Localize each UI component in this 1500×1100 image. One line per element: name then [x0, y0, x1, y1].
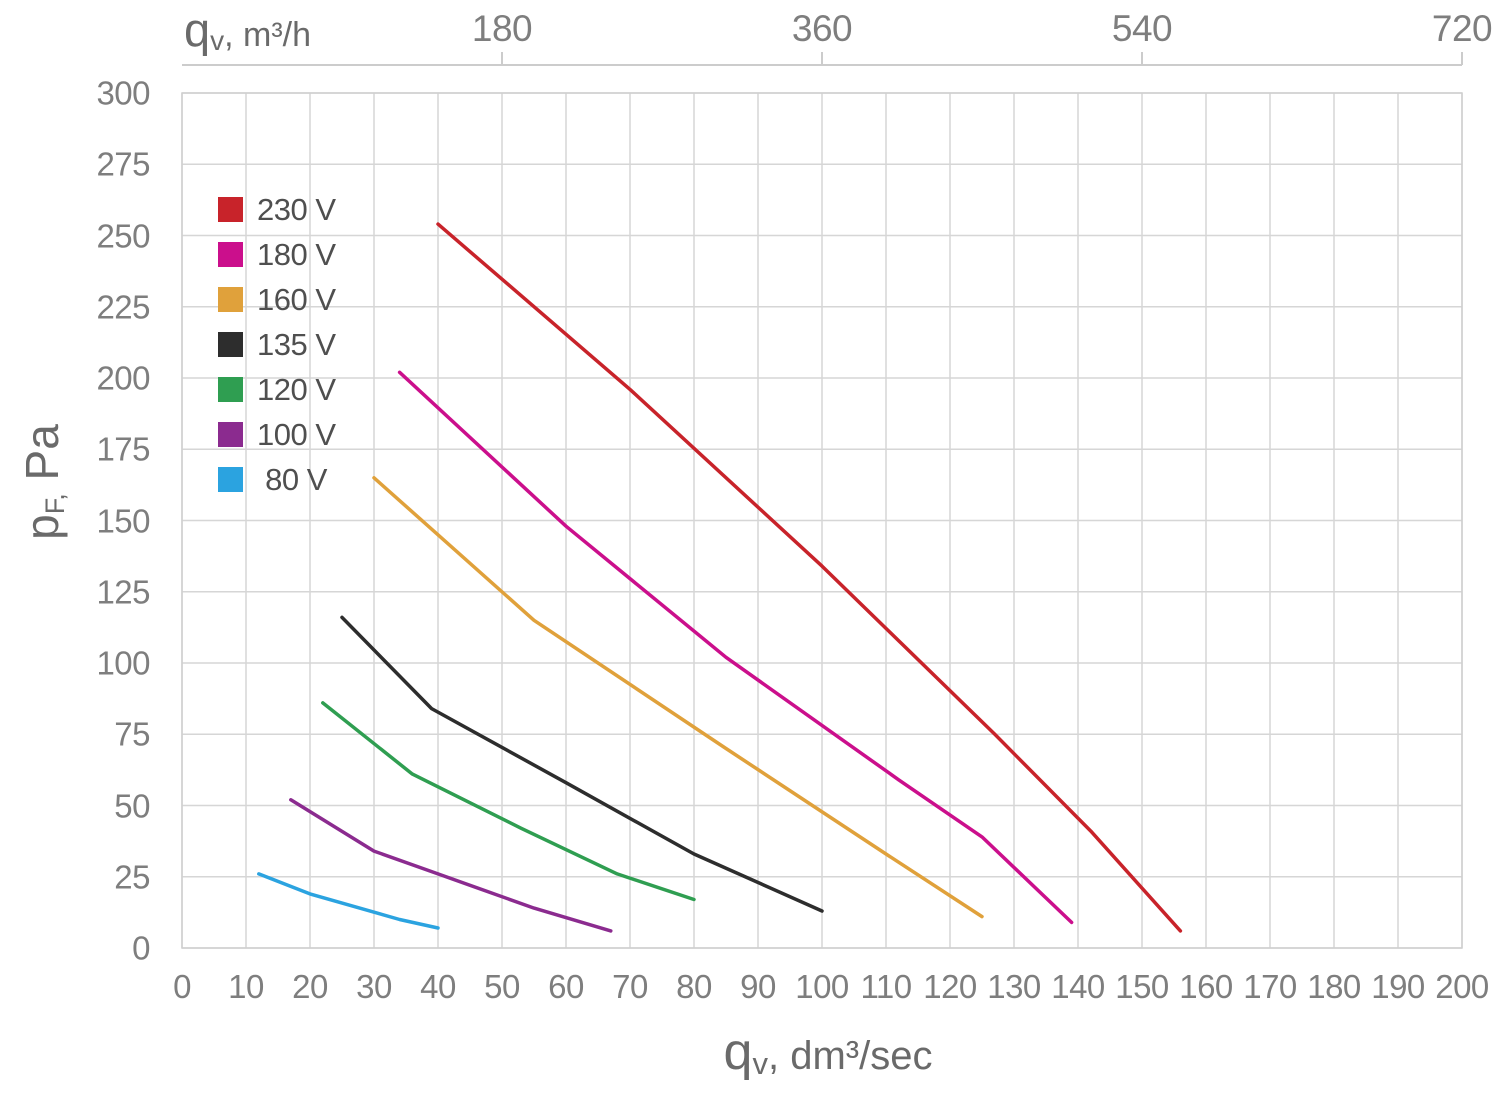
legend-item-135-V: 135 V	[218, 327, 336, 362]
x-tick-label: 10	[228, 968, 264, 1005]
legend-swatch	[218, 467, 243, 492]
legend-swatch	[218, 242, 243, 267]
legend: 230 V 180 V 160 V 135 V 120 V 100 V 80 V	[218, 192, 336, 512]
top-axis-title: qv, m³/h	[184, 3, 312, 56]
top-tick-label: 720	[1431, 8, 1493, 49]
series-line-160-V	[372, 476, 984, 919]
y-axis-title-symbol: p	[16, 514, 68, 540]
y-tick-label: 75	[114, 715, 150, 753]
x-tick-label: 150	[1115, 968, 1169, 1005]
y-tick-label: 175	[96, 430, 150, 468]
series-line-100-V	[289, 798, 613, 933]
legend-item-80-V: 80 V	[218, 462, 336, 497]
y-axis-title: pF, Pa	[16, 424, 70, 540]
legend-label: 180 V	[257, 237, 336, 272]
top-axis-title-symbol: q	[184, 3, 211, 56]
x-tick-label: 200	[1435, 968, 1489, 1005]
series-line-120-V	[321, 701, 696, 902]
series-line-80-V	[257, 872, 440, 930]
y-tick-label: 100	[96, 644, 150, 682]
x-tick-label: 90	[740, 968, 776, 1005]
x-tick-label: 180	[1307, 968, 1361, 1005]
top-tick-label: 180	[471, 8, 533, 49]
top-axis-title-subscript: v	[210, 25, 225, 56]
y-tick-label: 125	[96, 573, 150, 611]
y-axis-title-unit: Pa	[16, 424, 68, 494]
top-axis-title-unit: , m³/h	[224, 16, 312, 54]
x-tick-label: 140	[1051, 968, 1105, 1005]
series-line-135-V	[340, 615, 824, 913]
legend-label: 120 V	[257, 372, 336, 407]
x-axis-title: qv, dm³/sec	[723, 1023, 933, 1081]
legend-label: 135 V	[257, 327, 336, 362]
legend-label: 100 V	[257, 417, 336, 452]
top-tick-label: 540	[1111, 8, 1173, 49]
y-tick-label: 150	[96, 502, 150, 539]
legend-swatch	[218, 197, 243, 222]
legend-swatch	[218, 422, 243, 447]
y-tick-label: 200	[96, 359, 150, 397]
x-tick-label: 110	[860, 968, 912, 1005]
x-tick-label: 20	[292, 968, 328, 1005]
legend-label: 160 V	[257, 282, 336, 317]
series-line-180-V	[397, 370, 1074, 925]
legend-item-120-V: 120 V	[218, 372, 336, 407]
x-axis-title-unit: , dm³/sec	[767, 1034, 933, 1078]
x-tick-label: 0	[173, 968, 191, 1005]
x-tick-label: 170	[1243, 968, 1297, 1005]
legend-item-230-V: 230 V	[218, 192, 336, 227]
y-axis-title-subscript: F,	[40, 493, 70, 515]
plot-border	[181, 92, 1463, 949]
x-tick-label: 130	[987, 968, 1041, 1005]
legend-label: 80 V	[257, 462, 327, 497]
x-tick-label: 50	[484, 968, 520, 1005]
y-tick-label: 300	[96, 74, 150, 112]
x-tick-label: 40	[420, 968, 456, 1005]
x-tick-label: 60	[548, 968, 584, 1005]
legend-label: 230 V	[257, 192, 336, 227]
y-tick-label: 225	[96, 288, 150, 326]
legend-item-180-V: 180 V	[218, 237, 336, 272]
x-tick-label: 160	[1179, 968, 1233, 1005]
legend-item-100-V: 100 V	[218, 417, 336, 452]
y-tick-label: 275	[96, 145, 150, 183]
x-axis-title-symbol: q	[723, 1023, 753, 1081]
legend-swatch	[218, 332, 243, 357]
y-tick-label: 50	[114, 787, 150, 824]
legend-item-160-V: 160 V	[218, 282, 336, 317]
x-tick-label: 120	[923, 968, 977, 1005]
x-tick-label: 30	[356, 968, 392, 1005]
y-tick-label: 0	[132, 929, 150, 967]
legend-swatch	[218, 377, 243, 402]
x-tick-label: 190	[1371, 968, 1425, 1005]
x-tick-label: 100	[795, 968, 849, 1005]
y-tick-label: 250	[96, 217, 150, 254]
top-tick-label: 360	[791, 8, 853, 49]
x-axis-title-subscript: v	[752, 1046, 768, 1081]
x-tick-label: 70	[612, 968, 648, 1005]
x-tick-label: 80	[676, 968, 712, 1005]
y-tick-label: 25	[114, 858, 150, 896]
legend-swatch	[218, 287, 243, 312]
series-line-230-V	[436, 222, 1183, 933]
